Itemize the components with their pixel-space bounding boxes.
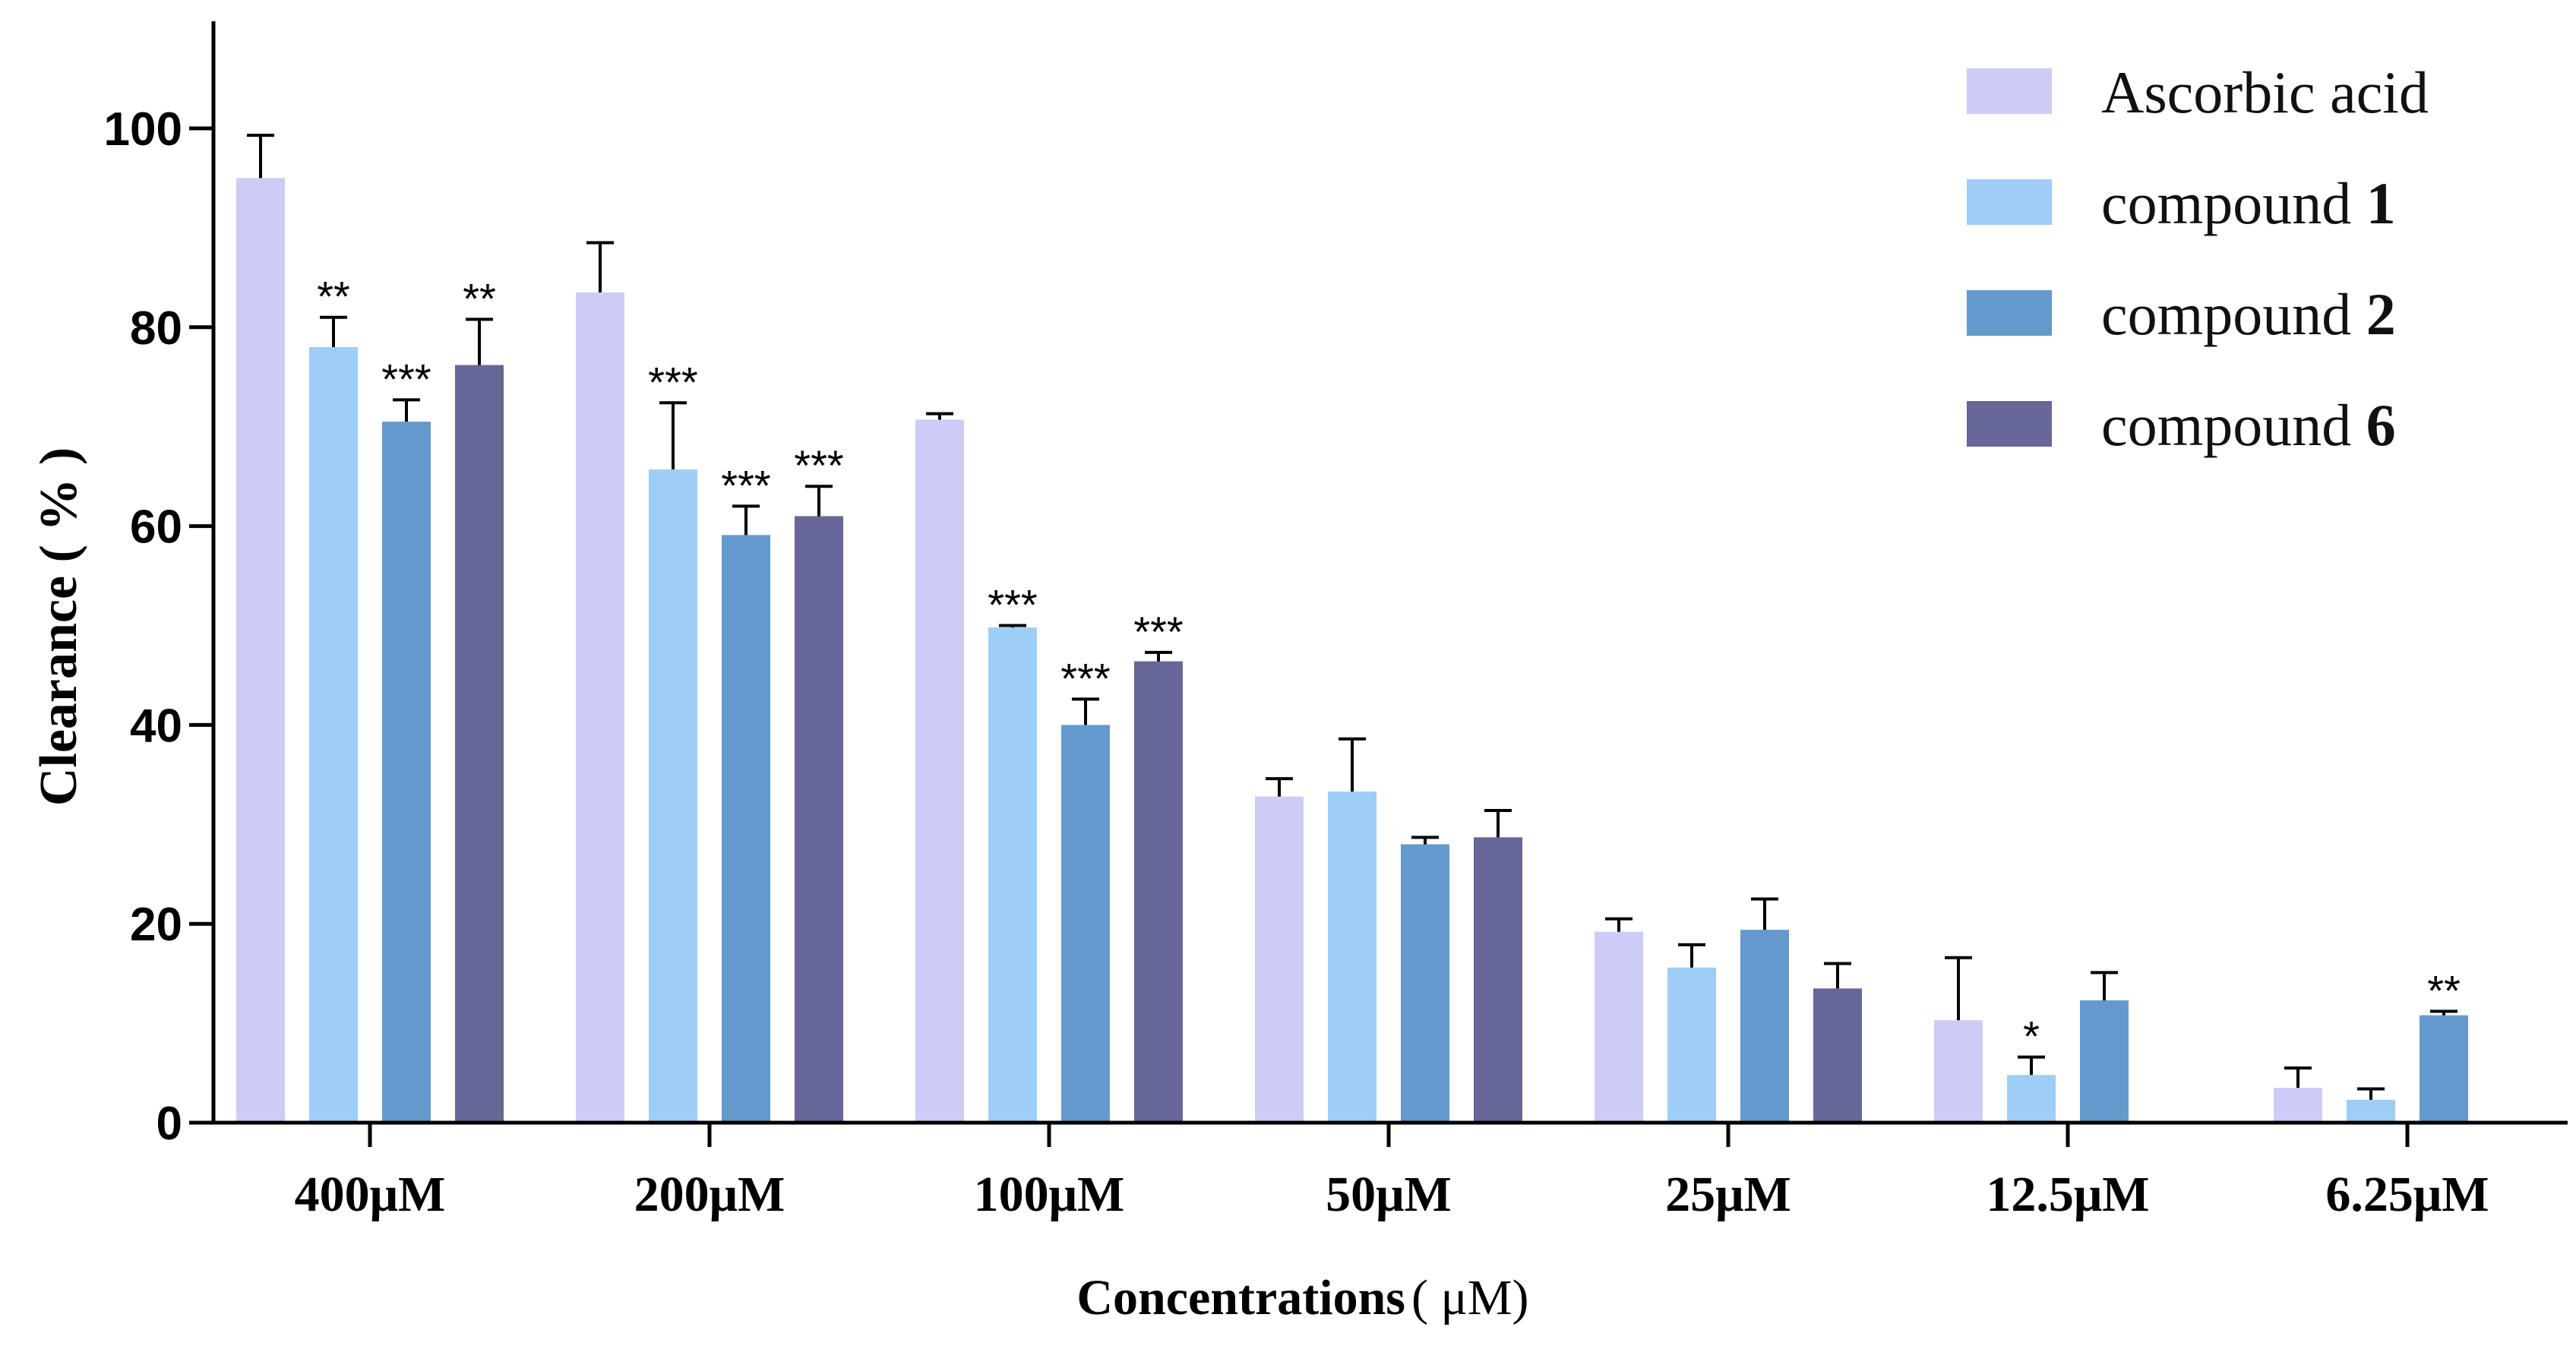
significance-label: *** — [721, 461, 770, 509]
bar-3-7 — [2420, 1015, 2468, 1123]
bar-1-1 — [236, 178, 285, 1123]
legend-label-4: compound 6 — [2101, 392, 2396, 458]
bars-layer — [236, 178, 2468, 1123]
y-tick-label: 100 — [104, 103, 182, 156]
significance-label: *** — [1133, 608, 1183, 656]
significance-label: ** — [317, 273, 350, 321]
error-bars-layer — [247, 134, 2457, 1100]
y-tick-label: 20 — [130, 899, 182, 951]
x-tick-label: 6.25μM — [2325, 1167, 2489, 1222]
bar-2-7 — [2347, 1099, 2395, 1123]
legend-swatch-3 — [1967, 290, 2052, 336]
bar-3-3 — [1061, 725, 1110, 1123]
significance-label: *** — [648, 358, 697, 406]
bar-1-5 — [1595, 931, 1643, 1123]
x-tick-label: 100μM — [974, 1167, 1125, 1222]
bar-1-4 — [1255, 796, 1304, 1123]
bar-1-2 — [576, 292, 624, 1123]
axes-layer: 400μM 200μM 100μM 50μM 25μM 12.5μM 6.25μM 0 20 40… — [104, 21, 2568, 1222]
bar-2-2 — [649, 469, 697, 1123]
bar-2-5 — [1667, 967, 1716, 1123]
bar-4-1 — [455, 365, 504, 1123]
y-axis-title: Clearance ( % ) — [30, 447, 88, 806]
x-tick-label: 12.5μM — [1986, 1167, 2149, 1222]
bar-3-1 — [382, 422, 431, 1123]
bar-2-3 — [988, 627, 1037, 1123]
legend-swatch-1 — [1967, 68, 2052, 114]
bar-3-2 — [722, 535, 770, 1123]
y-tick-label: 40 — [130, 700, 182, 752]
x-tick-label: 400μM — [295, 1167, 446, 1222]
legend-label-1: Ascorbic acid — [2101, 59, 2429, 125]
bar-4-5 — [1813, 988, 1862, 1123]
significance-label: *** — [1060, 654, 1110, 702]
legend-swatch-2 — [1967, 179, 2052, 225]
bar-1-3 — [915, 419, 964, 1123]
bar-4-4 — [1474, 837, 1522, 1123]
significance-label: ** — [463, 274, 496, 322]
x-tick-label: 25μM — [1665, 1167, 1791, 1222]
bar-3-5 — [1740, 930, 1789, 1123]
legend-label-3: compound 2 — [2101, 281, 2396, 347]
bar-1-7 — [2274, 1088, 2322, 1123]
significance-label: *** — [988, 581, 1037, 629]
bar-2-4 — [1328, 791, 1377, 1123]
significance-layer: ************* *************** — [317, 273, 2461, 1060]
bar-1-6 — [1934, 1020, 1983, 1123]
bar-2-1 — [309, 346, 358, 1123]
significance-label: *** — [381, 355, 431, 403]
bar-3-4 — [1401, 844, 1449, 1123]
bar-4-3 — [1134, 661, 1183, 1123]
y-tick-label: 60 — [130, 501, 182, 554]
significance-label: * — [2023, 1013, 2040, 1060]
legend-swatch-4 — [1967, 401, 2052, 447]
y-tick-label: 80 — [130, 302, 182, 355]
legend-label-2: compound 1 — [2101, 170, 2396, 236]
significance-label: ** — [2427, 966, 2461, 1014]
bar-3-6 — [2080, 1000, 2129, 1123]
x-axis-title-unit: ( μM) — [1411, 1270, 1529, 1325]
legend: Ascorbic acid compound 1 compound 2 compoun… — [1967, 59, 2429, 458]
x-axis-title: Concentrations — [1076, 1270, 1405, 1325]
y-tick-label: 0 — [156, 1098, 182, 1150]
bar-2-6 — [2007, 1075, 2056, 1123]
bar-4-2 — [795, 516, 843, 1123]
x-tick-label: 50μM — [1326, 1167, 1452, 1222]
significance-label: *** — [794, 441, 843, 489]
x-tick-label: 200μM — [634, 1167, 785, 1222]
